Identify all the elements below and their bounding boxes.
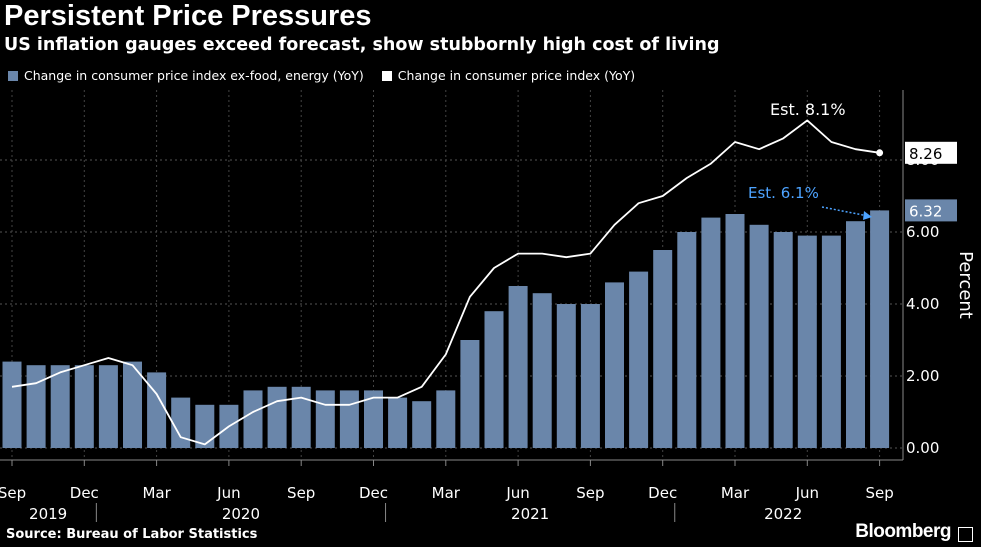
end-value-label: 8.26 xyxy=(909,145,942,163)
x-tick-label: Mar xyxy=(142,484,171,502)
bar xyxy=(605,282,624,448)
x-tick-label: Sep xyxy=(576,484,604,502)
x-tick-label: Dec xyxy=(70,484,99,502)
bar xyxy=(846,221,865,448)
bar xyxy=(364,390,383,448)
bar xyxy=(460,340,480,448)
bar xyxy=(98,365,118,448)
x-tick-label: Dec xyxy=(359,484,388,502)
bar xyxy=(677,232,697,448)
year-label: 2020 xyxy=(222,505,260,523)
bar xyxy=(436,390,456,448)
x-tick-label: Mar xyxy=(432,484,461,502)
bar xyxy=(484,311,504,448)
y-tick-label: 4.00 xyxy=(906,295,939,313)
bar xyxy=(725,214,745,448)
chart-title: Persistent Price Pressures xyxy=(4,0,372,32)
y-tick-label: 0.00 xyxy=(906,439,939,457)
estimate-cpi-annotation: Est. 8.1% xyxy=(770,100,846,119)
end-value-box xyxy=(905,199,957,222)
x-tick-label: Mar xyxy=(721,484,750,502)
year-label: 2019 xyxy=(29,505,67,523)
bar xyxy=(171,397,191,448)
legend-item-core-cpi: Change in consumer price index ex-food, … xyxy=(8,68,364,83)
legend-swatch-cpi xyxy=(381,71,392,81)
bar xyxy=(870,210,890,448)
x-tick-label: Sep xyxy=(865,484,893,502)
bar xyxy=(291,386,311,448)
estimate-core-arrow xyxy=(821,206,869,217)
chart-subtitle: US inflation gauges exceed forecast, sho… xyxy=(4,35,720,55)
cpi-end-point xyxy=(876,149,884,157)
x-tick-label: Sep xyxy=(0,484,26,502)
estimate-core-arrowhead xyxy=(863,211,872,220)
bar xyxy=(123,361,142,448)
bar xyxy=(267,386,287,448)
year-label: 2021 xyxy=(511,505,549,523)
legend: Change in consumer price index ex-food, … xyxy=(8,68,649,83)
legend-swatch-core-cpi xyxy=(8,71,18,81)
y-tick-label: 2.00 xyxy=(906,367,939,385)
bloomberg-logo: Bloomberg xyxy=(855,521,951,542)
bar xyxy=(74,365,94,448)
end-value-box xyxy=(905,141,957,164)
bloomberg-mark-icon xyxy=(958,527,973,542)
bar xyxy=(26,365,46,448)
source-note: Source: Bureau of Labor Statistics xyxy=(6,527,258,542)
bar xyxy=(412,401,432,448)
bar xyxy=(653,250,673,448)
bar xyxy=(629,271,649,448)
y-tick-label: 6.00 xyxy=(906,223,939,241)
bar xyxy=(580,304,600,448)
bar xyxy=(773,232,793,448)
bar xyxy=(50,365,70,448)
cpi-line xyxy=(11,119,880,446)
y-axis-title: Percent xyxy=(955,251,976,319)
bar xyxy=(821,235,841,448)
year-label: 2022 xyxy=(764,505,802,523)
end-value-label: 6.32 xyxy=(909,202,942,220)
x-tick-label: Jun xyxy=(216,484,240,502)
bar xyxy=(195,404,215,448)
x-tick-label: Dec xyxy=(648,484,677,502)
bar xyxy=(701,217,721,448)
x-tick-label: Jun xyxy=(795,484,819,502)
x-tick-label: Jun xyxy=(505,484,529,502)
estimate-core-annotation: Est. 6.1% xyxy=(748,184,819,202)
bar xyxy=(339,390,359,448)
bar xyxy=(508,286,528,448)
bar xyxy=(797,235,817,448)
legend-label-core-cpi: Change in consumer price index ex-food, … xyxy=(24,68,364,83)
legend-label-cpi: Change in consumer price index (YoY) xyxy=(397,68,636,83)
bar xyxy=(2,361,22,448)
legend-item-cpi: Change in consumer price index (YoY) xyxy=(381,68,636,83)
bar xyxy=(556,304,576,448)
bar xyxy=(315,390,335,448)
x-tick-label: Sep xyxy=(287,484,315,502)
bar xyxy=(147,372,167,448)
bar xyxy=(749,224,769,448)
bar xyxy=(532,293,552,448)
bar xyxy=(388,397,408,448)
bar xyxy=(243,390,263,448)
